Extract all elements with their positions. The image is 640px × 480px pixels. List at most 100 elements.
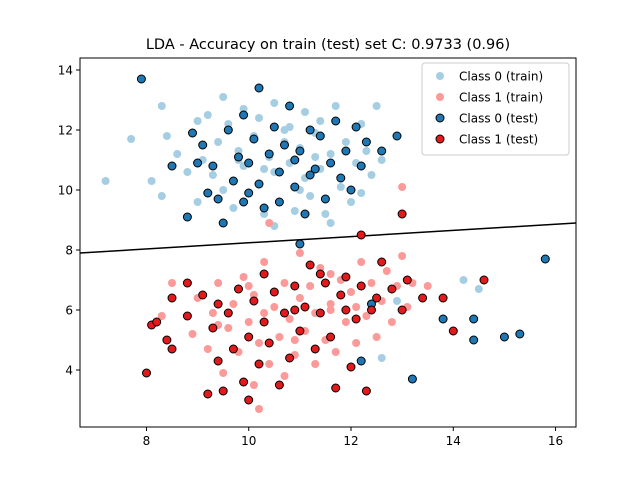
data-point	[459, 276, 468, 284]
data-point	[280, 308, 289, 318]
data-point	[326, 332, 336, 342]
data-point	[274, 167, 284, 177]
data-point	[173, 150, 182, 158]
data-point	[311, 360, 320, 368]
data-point	[351, 122, 361, 132]
data-point	[265, 360, 274, 368]
y-tick-label: 8	[65, 244, 73, 258]
data-point	[224, 324, 233, 332]
data-point	[255, 405, 263, 413]
data-point	[182, 212, 192, 222]
data-point	[208, 309, 217, 317]
data-point	[372, 293, 382, 303]
data-point	[188, 128, 197, 138]
data-point	[290, 155, 300, 165]
y-tick-label: 6	[65, 304, 73, 318]
data-point	[244, 332, 254, 342]
data-point	[254, 179, 264, 189]
data-point	[356, 230, 366, 240]
data-point	[168, 279, 176, 287]
data-point	[147, 177, 156, 185]
data-point	[167, 161, 177, 171]
x-tick-label: 10	[241, 434, 256, 448]
data-point	[101, 177, 110, 185]
data-point	[228, 176, 238, 186]
legend-entry: Class 0 (train)	[436, 70, 543, 84]
data-point	[203, 188, 213, 198]
data-point	[305, 125, 315, 135]
data-point	[203, 389, 213, 399]
legend-label: Class 1 (train)	[459, 91, 543, 105]
data-point	[285, 353, 295, 363]
data-point	[326, 300, 335, 308]
legend-label: Class 0 (test)	[459, 112, 538, 126]
data-point	[244, 395, 254, 405]
data-point	[377, 257, 387, 267]
data-point	[274, 380, 284, 390]
y-tick-label: 12	[58, 124, 73, 138]
data-point	[326, 270, 335, 278]
data-point	[326, 158, 336, 168]
data-point	[367, 279, 376, 287]
legend-marker	[436, 72, 444, 80]
data-point	[321, 210, 330, 218]
data-point	[157, 192, 166, 200]
series-1	[157, 183, 432, 413]
data-point	[361, 137, 371, 147]
data-point	[290, 281, 300, 291]
x-tick-label: 12	[343, 434, 358, 448]
data-point	[213, 356, 223, 366]
data-point	[290, 182, 300, 192]
data-point	[361, 386, 371, 396]
data-point	[290, 336, 299, 344]
data-point	[270, 99, 279, 107]
data-point	[275, 333, 284, 341]
data-point	[229, 204, 238, 212]
data-point	[249, 134, 259, 144]
legend-marker	[435, 113, 445, 123]
decision-boundary-layer	[80, 222, 576, 254]
data-point	[214, 138, 223, 146]
data-point	[341, 138, 350, 146]
data-point	[260, 165, 269, 173]
legend-label: Class 0 (train)	[459, 70, 543, 84]
y-tick-label: 14	[58, 64, 73, 78]
data-point	[136, 74, 146, 84]
data-point	[326, 150, 335, 158]
data-point	[244, 188, 254, 198]
data-point	[448, 326, 458, 336]
data-point	[229, 300, 238, 308]
data-point	[280, 372, 289, 380]
chart-title: LDA - Accuracy on train (test) set C: 0.…	[146, 37, 510, 53]
data-point	[367, 305, 376, 315]
data-point	[341, 146, 351, 156]
data-point	[254, 359, 264, 369]
data-point	[193, 117, 202, 125]
data-point	[290, 207, 299, 215]
data-point	[331, 383, 341, 393]
legend-box	[421, 62, 570, 156]
data-point	[372, 333, 381, 341]
data-point	[356, 281, 366, 291]
legend-label: Class 1 (test)	[459, 133, 538, 147]
data-point	[469, 335, 479, 345]
data-point	[357, 189, 366, 197]
legend: Class 0 (train) Class 1 (train) Class 0 (t…	[421, 62, 570, 156]
data-point	[351, 314, 361, 324]
data-point	[499, 332, 509, 342]
data-point	[331, 116, 341, 126]
data-point	[213, 299, 223, 309]
data-point	[362, 312, 371, 320]
data-point	[357, 258, 366, 266]
data-point	[193, 158, 203, 168]
data-point	[203, 345, 212, 353]
data-point	[198, 290, 208, 300]
data-point	[218, 218, 228, 228]
data-point	[311, 153, 320, 161]
data-point	[219, 186, 228, 194]
data-point	[239, 273, 248, 281]
data-point	[142, 368, 151, 378]
data-point	[346, 185, 356, 195]
data-point	[269, 122, 279, 132]
